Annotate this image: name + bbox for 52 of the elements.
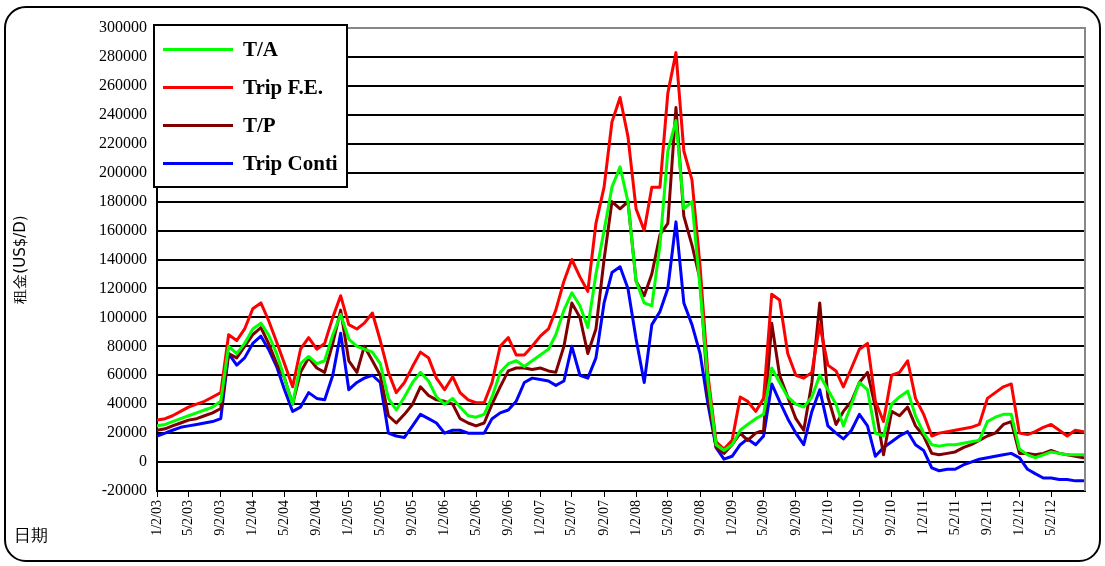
x-tick-label: 1/2/10 — [819, 500, 835, 536]
y-tick-label: 20000 — [107, 423, 147, 441]
x-tick-label: 1/2/06 — [436, 500, 452, 536]
x-tick-label: 9/2/05 — [404, 500, 420, 536]
x-tick-label: 9/2/10 — [883, 500, 899, 536]
x-tick-label: 9/2/06 — [499, 500, 515, 536]
x-tick-label: 5/2/03 — [180, 500, 196, 536]
x-tick-label: 5/2/10 — [851, 500, 867, 536]
x-tick-label: 5/2/09 — [755, 500, 771, 536]
y-tick-label: 140000 — [99, 249, 147, 267]
legend-label: T/A — [243, 36, 279, 62]
y-tick-label: 80000 — [107, 336, 147, 354]
legend-label: Trip F.E. — [243, 74, 323, 100]
x-tick-label: 9/2/11 — [979, 500, 995, 536]
x-tick-label: 9/2/04 — [308, 500, 324, 536]
y-tick-label: 120000 — [99, 278, 147, 296]
y-tick-label: 0 — [139, 452, 147, 470]
x-tick-label: 1/2/08 — [627, 500, 643, 536]
y-tick-label: 240000 — [99, 105, 147, 123]
y-tick-label: 200000 — [99, 162, 147, 180]
y-tick-label: -20000 — [101, 481, 147, 499]
x-tick-label: 1/2/11 — [915, 500, 931, 536]
y-tick-label: 180000 — [99, 191, 147, 209]
y-axis-title: 租金(US$/D) — [10, 215, 29, 304]
x-tick-label: 9/2/08 — [691, 500, 707, 536]
x-tick-label: 1/2/04 — [244, 500, 260, 536]
x-tick-label: 1/2/05 — [340, 500, 356, 536]
x-tick-label: 1/2/07 — [531, 500, 547, 536]
x-tick-label: 1/2/09 — [723, 500, 739, 536]
x-tick-label: 5/2/11 — [946, 500, 962, 536]
y-tick-label: 280000 — [99, 47, 147, 65]
x-tick-label: 5/2/06 — [467, 500, 483, 536]
x-tick-label: 5/2/05 — [371, 500, 387, 536]
y-tick-label: 220000 — [99, 133, 147, 151]
x-tick-label: 1/2/03 — [148, 500, 164, 536]
y-tick-label: 100000 — [99, 307, 147, 325]
y-tick-label: 300000 — [99, 18, 147, 36]
legend-label: Trip Conti — [243, 150, 338, 176]
y-tick-label: 160000 — [99, 220, 147, 238]
x-tick-label: 5/2/04 — [276, 500, 292, 536]
x-tick-label: 9/2/07 — [595, 500, 611, 536]
x-tick-label: 5/2/08 — [659, 500, 675, 536]
x-axis-title: 日期 — [14, 524, 48, 547]
y-tick-label: 40000 — [107, 394, 147, 412]
x-tick-label: 5/2/12 — [1042, 500, 1058, 536]
x-tick-label: 5/2/07 — [563, 500, 579, 536]
y-tick-label: 260000 — [99, 76, 147, 94]
x-tick-label: 9/2/09 — [787, 500, 803, 536]
y-tick-label: 60000 — [107, 365, 147, 383]
x-tick-label: 1/2/12 — [1011, 500, 1027, 536]
legend-label: T/P — [243, 112, 276, 138]
x-tick-label: 9/2/03 — [212, 500, 228, 536]
